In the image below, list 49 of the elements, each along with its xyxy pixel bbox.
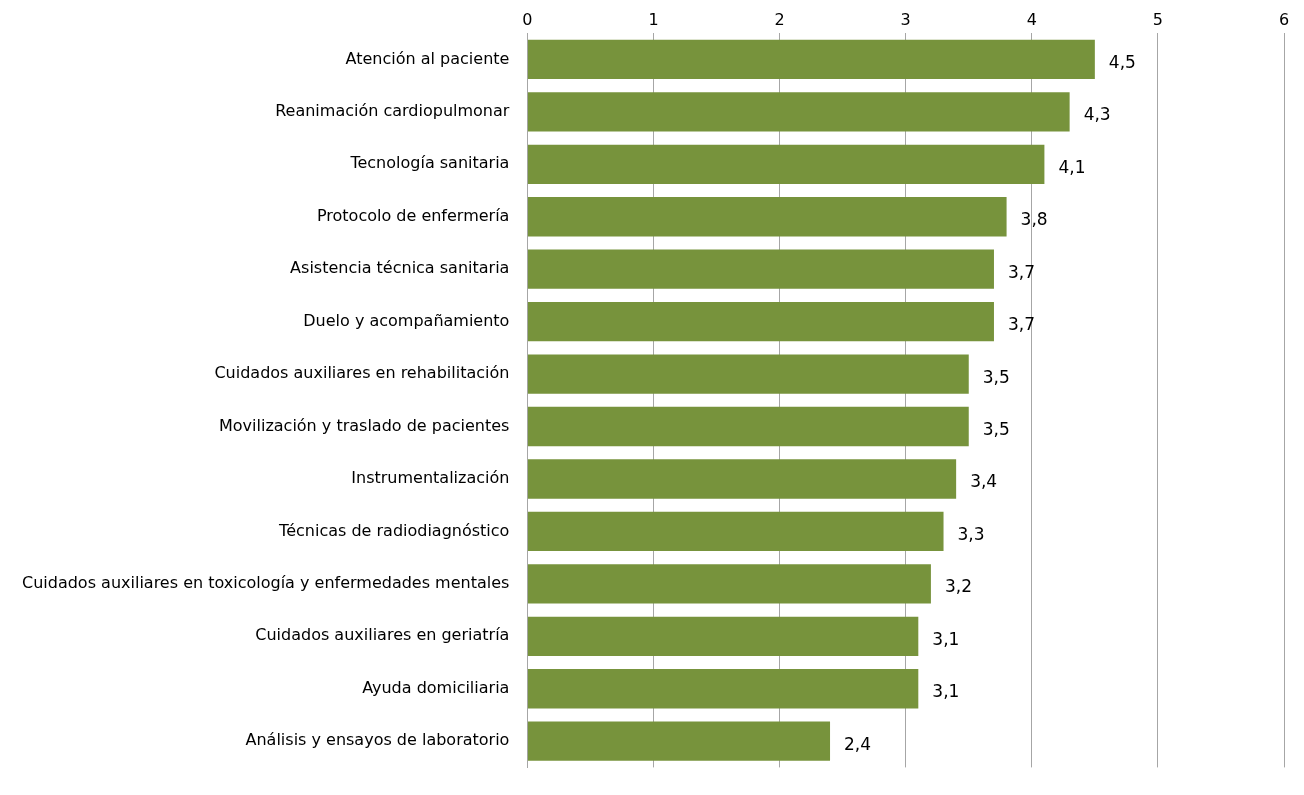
bar <box>527 197 1007 237</box>
y-tick-label: Instrumentalización <box>351 468 510 488</box>
bar <box>527 459 957 499</box>
y-tick-label: Cuidados auxiliares en rehabilitación <box>214 363 510 383</box>
bar <box>527 301 994 342</box>
y-tick-label: Tecnología sanitaria <box>349 153 510 173</box>
data-label: 3,4 <box>970 471 998 492</box>
data-label: 3,8 <box>1020 209 1048 230</box>
y-tick-label: Análisis y ensayos de laboratorio <box>245 730 510 750</box>
bar <box>527 406 969 447</box>
y-tick-label: Atención al paciente <box>345 48 510 68</box>
bar <box>527 669 919 709</box>
data-label: 3,7 <box>1007 314 1036 335</box>
data-label: 3,5 <box>982 366 1010 387</box>
bar <box>527 249 994 289</box>
data-label: 3,5 <box>982 418 1010 439</box>
data-label: 2,4 <box>844 733 872 754</box>
bar <box>527 39 1095 80</box>
data-label: 3,1 <box>932 681 960 702</box>
y-tick-label: Ayuda domiciliaria <box>362 677 510 697</box>
bar <box>527 92 1070 132</box>
y-tick-label: Asistencia técnica sanitaria <box>290 258 510 278</box>
x-tick-label: 0 <box>522 9 533 29</box>
data-label: 3,1 <box>932 628 960 649</box>
y-tick-label: Duelo y acompañamiento <box>303 310 510 330</box>
y-tick-label: Movilización y traslado de pacientes <box>218 415 510 435</box>
data-label: 4,1 <box>1058 156 1086 177</box>
x-tick-label: 6 <box>1278 9 1290 29</box>
bar <box>527 354 969 394</box>
x-tick-label: 2 <box>774 9 785 29</box>
x-tick-label: 4 <box>1026 9 1037 29</box>
data-label: 4,3 <box>1083 104 1111 125</box>
data-label: 3,2 <box>944 576 972 597</box>
bar <box>527 511 944 552</box>
data-label: 3,3 <box>957 523 985 544</box>
y-tick-label: Técnicas de radiodiagnóstico <box>278 520 510 540</box>
y-tick-label: Protocolo de enfermería <box>316 205 510 225</box>
y-tick-label: Cuidados auxiliares en toxicología y enfermedades mentales <box>21 573 510 593</box>
x-tick-label: 5 <box>1152 9 1163 29</box>
x-tick-label: 3 <box>900 9 911 29</box>
y-tick-label: Cuidados auxiliares en geriatría <box>255 625 510 645</box>
data-label: 4,5 <box>1108 51 1136 72</box>
y-tick-label: Reanimación cardiopulmonar <box>275 101 510 121</box>
bar <box>527 616 919 656</box>
x-tick-label: 1 <box>648 9 659 29</box>
data-label: 3,7 <box>1007 261 1036 282</box>
bar <box>527 144 1045 184</box>
bar <box>527 721 831 761</box>
bar <box>527 564 931 604</box>
